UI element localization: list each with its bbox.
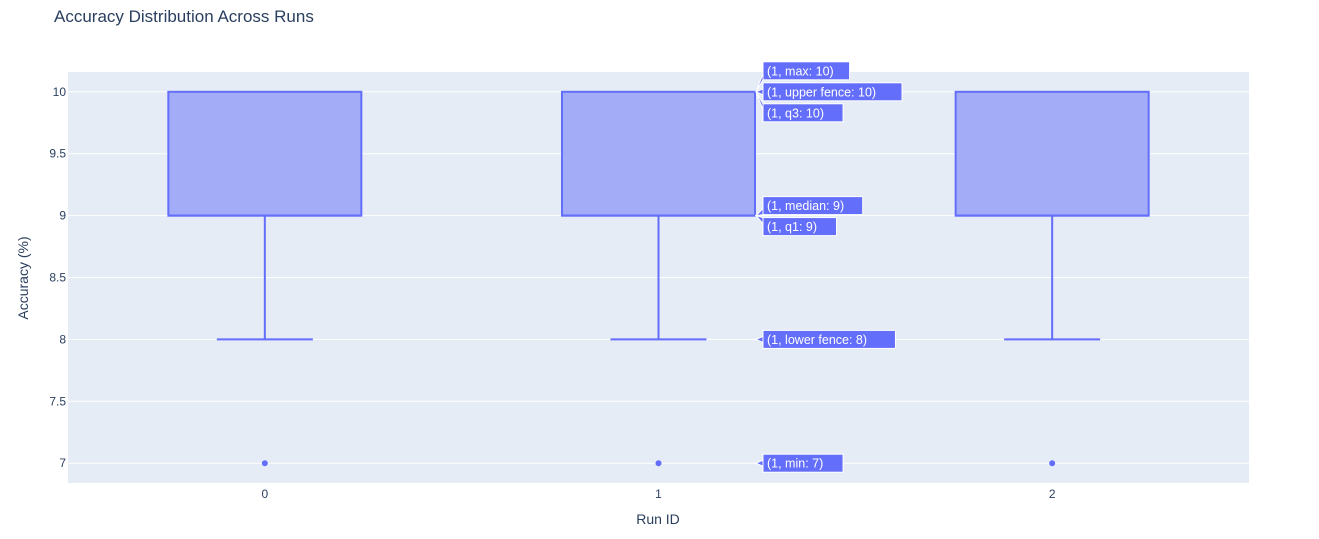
y-tick-label: 8 <box>59 332 66 346</box>
hover-label-box <box>762 196 864 216</box>
hover-label-text: (1, upper fence: 10) <box>767 85 876 99</box>
box-trace <box>954 90 1150 467</box>
hover-label-text: (1, median: 9) <box>767 199 844 213</box>
hover-label-box <box>762 82 903 102</box>
plot-area: 7 7.5 8 8.5 9 9.5 10 0 1 2 (1, max: 10) (1, upper f… <box>49 61 1249 501</box>
x-axis-label: Run ID <box>636 511 680 527</box>
y-tick-label: 9.5 <box>49 147 66 161</box>
box-trace <box>561 90 756 467</box>
hover-label-box <box>762 217 837 237</box>
hover-label-box <box>762 103 844 123</box>
y-tick-label: 9 <box>59 209 66 223</box>
hover-label: (1, lower fence: 8) <box>754 329 896 349</box>
iqr-box <box>167 90 363 217</box>
box-trace <box>167 90 363 467</box>
hover-label-text: (1, q1: 9) <box>767 220 817 234</box>
x-tick-label: 0 <box>261 487 268 501</box>
y-tick-label: 10 <box>53 85 67 99</box>
y-tick-label: 8.5 <box>49 271 66 285</box>
chart-title: Accuracy Distribution Across Runs <box>54 7 314 26</box>
hover-label-text: (1, lower fence: 8) <box>767 333 867 347</box>
hover-label-box <box>762 329 896 349</box>
hover-label: (1, upper fence: 10) <box>754 82 903 102</box>
y-axis-label: Accuracy (%) <box>15 236 31 319</box>
y-tick-label: 7.5 <box>49 394 66 408</box>
hover-label-text: (1, q3: 10) <box>767 106 824 120</box>
hover-label: (1, max: 10) <box>755 61 851 93</box>
hover-label: (1, q1: 9) <box>754 214 837 237</box>
hover-label: (1, median: 9) <box>754 196 864 217</box>
hover-label-text: (1, min: 7) <box>767 457 823 471</box>
outlier-point <box>261 460 268 467</box>
y-tick-label: 7 <box>59 456 66 470</box>
x-tick-label: 1 <box>655 487 662 501</box>
hover-label-box <box>762 61 851 81</box>
outlier-point <box>655 460 662 467</box>
iqr-box <box>561 90 756 217</box>
hover-label: (1, q3: 10) <box>755 91 844 123</box>
iqr-box <box>954 90 1150 217</box>
x-tick-label: 2 <box>1049 487 1056 501</box>
hover-label-text: (1, max: 10) <box>767 64 834 78</box>
hover-label: (1, min: 7) <box>754 453 844 473</box>
hover-label-box <box>762 453 844 473</box>
outlier-point <box>1049 460 1056 467</box>
hover-labels: (1, max: 10) (1, upper fence: 10) (1, q3: … <box>754 61 903 473</box>
